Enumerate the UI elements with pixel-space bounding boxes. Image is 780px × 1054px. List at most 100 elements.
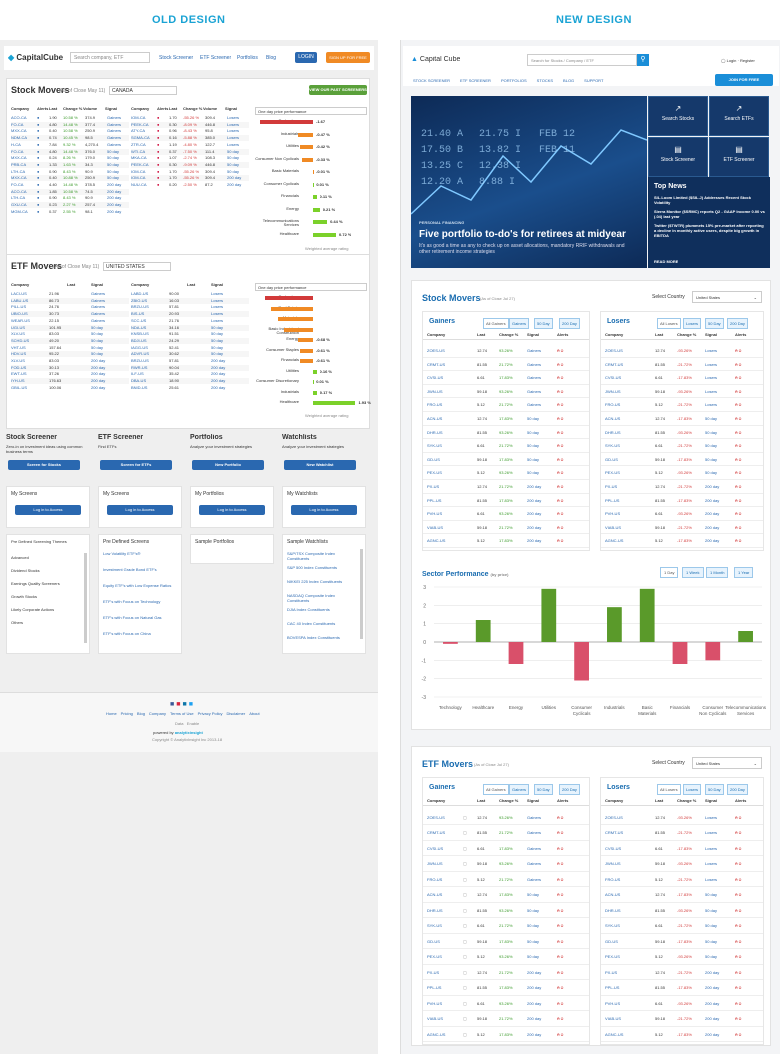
signal-link[interactable]: 50 day (705, 429, 718, 435)
signal-link[interactable]: 50 day (705, 938, 718, 944)
table-row[interactable]: PEX-US 5.12 -93.26% 50 day ⍾ ⊘ (601, 949, 763, 965)
doc-icon[interactable]: ▢ (463, 845, 467, 851)
signal-link[interactable]: 50 day (211, 331, 224, 337)
table-row[interactable]: PILL-US 24.76 Gainers (11, 304, 129, 310)
table-row[interactable]: GBIL-US 100.06 200 day (11, 385, 129, 391)
bell-icon[interactable]: ⍾ ⊘ (735, 538, 742, 544)
signal-link[interactable]: 200 day (705, 985, 720, 991)
ticker-link[interactable]: FRO-US (605, 876, 621, 882)
bell-icon[interactable]: ⍾ ⊘ (557, 361, 564, 367)
quick-tile[interactable]: ↗ Search Stocks (648, 96, 708, 136)
old-nav-portfolios[interactable]: Portfolios (237, 55, 258, 61)
doc-icon[interactable]: ▢ (463, 985, 467, 991)
bell-icon[interactable]: ⍾ ⊘ (557, 484, 564, 489)
filter-tab[interactable]: 50 Day (705, 784, 724, 795)
join-button[interactable]: JOIN FOR FREE (715, 74, 773, 86)
signal-link[interactable]: Gainers (91, 304, 106, 310)
old-search-input[interactable]: Search company, ETF (70, 52, 150, 63)
bell-icon[interactable]: ⍾ ⊘ (557, 907, 564, 913)
alert-icon[interactable]: ● (157, 161, 160, 167)
read-more-link[interactable]: READ MORE (654, 259, 679, 264)
old-past-screeners-button[interactable]: VIEW OUR PAST SCREENERS (309, 85, 367, 95)
signal-link[interactable]: 200 day (91, 358, 106, 363)
signal-link[interactable]: 200 day (527, 1016, 542, 1022)
ticker-link[interactable]: XLV-US (11, 331, 25, 337)
ticker-link[interactable]: VIAB-US (605, 1016, 622, 1022)
table-row[interactable]: PEEK-CA ● 0.30 -9.09 % 446.8 50 day (131, 161, 249, 168)
table-row[interactable]: ZOES-US 12.74 -93.26% Losers ⍾ ⊘ (601, 344, 763, 358)
table-row[interactable]: IOM-CA ● 1.70 -55.26 % 309.4 50 day (131, 169, 249, 175)
signal-link[interactable]: Losers (705, 348, 718, 353)
ticker-link[interactable]: DHR-US (605, 429, 621, 435)
table-row[interactable]: PX-US 12.74 -21.72% 200 day ⍾ ⊘ (601, 480, 763, 494)
bell-icon[interactable]: ⍾ ⊘ (735, 375, 742, 381)
alert-icon[interactable]: ● (37, 161, 40, 167)
signal-link[interactable]: Losers (211, 291, 224, 296)
tile-button[interactable]: New Watchlist (284, 460, 356, 470)
alert-icon[interactable]: ● (37, 175, 40, 181)
ticker-link[interactable]: FRO-US (427, 876, 443, 882)
doc-icon[interactable]: ▢ (463, 969, 467, 975)
signal-link[interactable]: 50 day (211, 344, 224, 350)
signal-link[interactable]: 50 day (211, 324, 224, 330)
old-signup-button[interactable]: SIGN UP FOR FREE (326, 52, 370, 63)
alert-icon[interactable]: ● (157, 115, 160, 120)
alert-icon[interactable]: ● (157, 128, 160, 134)
bell-icon[interactable]: ⍾ ⊘ (557, 348, 564, 353)
signal-link[interactable]: Losers (227, 141, 240, 147)
table-row[interactable]: CVSI-US ▢ 6.61 17.83% Gainers ⍾ ⊘ (423, 841, 589, 857)
bell-icon[interactable]: ⍾ ⊘ (557, 402, 564, 408)
table-row[interactable]: IOM-CA ● 1.70 -55.26 % 309.4 200 day (131, 175, 249, 182)
signal-link[interactable]: 200 day (107, 195, 122, 201)
ticker-link[interactable]: ACN-US (427, 892, 443, 898)
signal-link[interactable]: Gainers (527, 830, 542, 836)
table-row[interactable]: UBIO-US 30.73 Gainers (11, 311, 129, 318)
table-row[interactable]: ACO-CA ● 1.90 10.58 % 374.9 Gainers (11, 115, 129, 121)
predef-item[interactable]: ETF's with Focus on Technology (103, 599, 161, 604)
table-row[interactable]: PVH-US ▢ 6.61 93.26% 200 day ⍾ ⊘ (423, 996, 589, 1012)
table-row[interactable]: DHR-US ▢ 81.55 93.26% 50 day ⍾ ⊘ (423, 903, 589, 919)
signal-link[interactable]: 50 day (211, 351, 224, 357)
ticker-link[interactable]: ACN-US (605, 892, 621, 898)
ticker-link[interactable]: GBIL-US (11, 384, 28, 390)
signal-link[interactable]: 50 day (107, 161, 120, 167)
alert-icon[interactable]: ● (157, 148, 160, 154)
filter-tab[interactable]: All Gainers (483, 784, 509, 795)
filter-tab[interactable]: 50 Day (534, 784, 553, 795)
ticker-link[interactable]: PPL-US (605, 497, 620, 503)
filter-tab[interactable]: All Losers (657, 318, 681, 329)
signal-link[interactable]: 200 day (705, 969, 720, 975)
ticker-link[interactable]: SYK-US (605, 923, 620, 929)
table-row[interactable]: CVSI-US 6.61 -17.83% Losers ⍾ ⊘ (601, 841, 763, 857)
table-row[interactable]: IOM-CA ● 1.70 -55.26 % 309.4 Losers (131, 115, 249, 121)
tile-button[interactable]: Screen for ETFs (100, 460, 172, 470)
predef-item[interactable]: Equity ETF's with Low Expense Ratios (103, 583, 172, 588)
signal-link[interactable]: 50 day (211, 337, 224, 343)
ticker-link[interactable]: SCHD-US (11, 337, 30, 343)
range-tab[interactable]: 1 Week (682, 567, 704, 578)
nav-etf-screener[interactable]: ETF SCREENER (460, 78, 491, 83)
signal-link[interactable]: 200 day (705, 484, 720, 489)
ticker-link[interactable]: PX-US (605, 484, 618, 489)
ticker-link[interactable]: JWN-US (605, 388, 621, 394)
signal-link[interactable]: 50 day (527, 938, 540, 944)
table-row[interactable]: FO-CA ● 4.80 14.48 % 377.4 Gainers (11, 121, 129, 128)
signal-link[interactable]: 50 day (91, 337, 104, 343)
table-row[interactable]: ZBIO-US 16.03 Losers (131, 297, 249, 304)
table-row[interactable]: EWT-US 37.26 200 day (11, 371, 129, 377)
table-row[interactable]: CRMT-US 81.55 -21.72% Losers ⍾ ⊘ (601, 825, 763, 841)
alert-icon[interactable]: ● (157, 141, 160, 147)
signal-link[interactable]: 200 day (705, 511, 720, 517)
theme-item[interactable]: Likely Corporate Actions (11, 607, 55, 612)
table-row[interactable]: PPL-US 81.55 -17.83% 200 day ⍾ ⊘ (601, 494, 763, 508)
signal-link[interactable]: 200 day (705, 538, 720, 544)
signal-link[interactable]: 50 day (705, 456, 718, 462)
news-item[interactable]: Sierra Monitor ($SRMC) reports Q2 - GAAP… (654, 209, 765, 219)
ticker-link[interactable]: GD-US (605, 938, 618, 944)
table-row[interactable]: DHR-US 81.55 -93.26% 50 day ⍾ ⊘ (601, 426, 763, 440)
filter-tab[interactable]: All Losers (657, 784, 681, 795)
bell-icon[interactable]: ⍾ ⊘ (557, 923, 564, 929)
ticker-link[interactable]: IAGG-US (131, 344, 148, 350)
signal-link[interactable]: 50 day (527, 923, 540, 929)
theme-item[interactable]: Growth Stocks (11, 594, 38, 599)
